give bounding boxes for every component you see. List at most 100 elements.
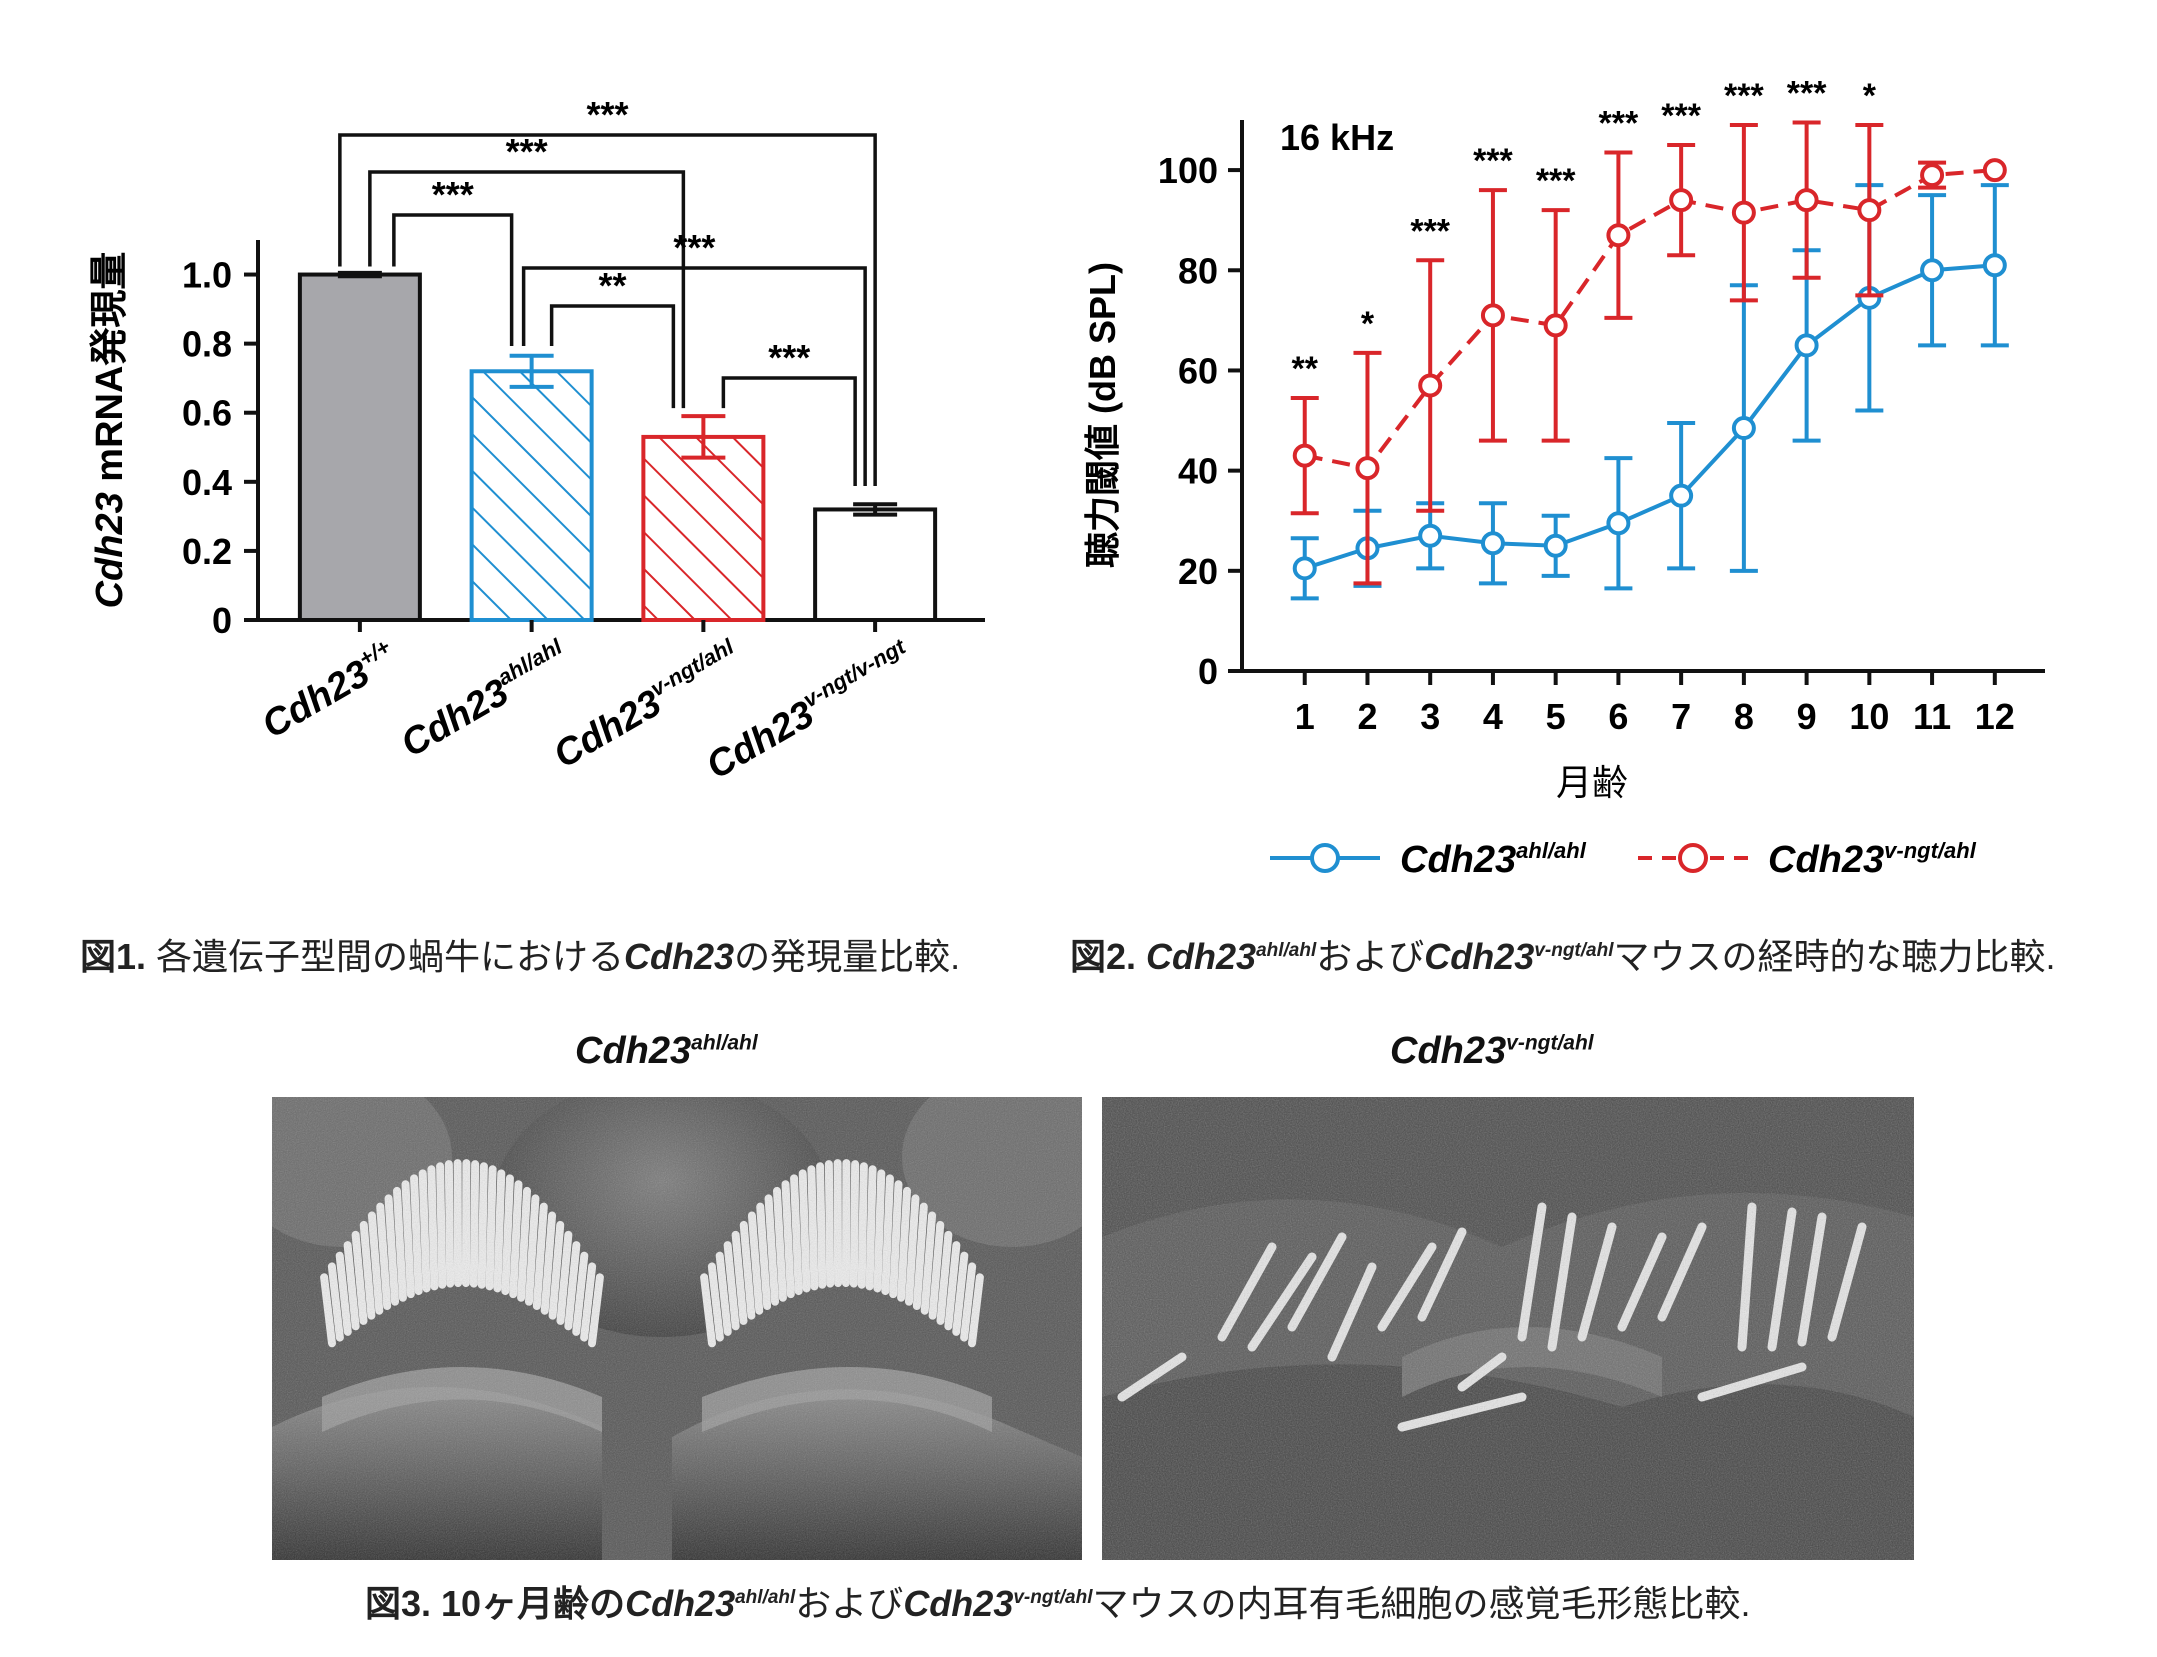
x-tick-label: 9 — [1797, 696, 1817, 737]
figure1-bars — [297, 270, 938, 623]
y-tick-label: 0.8 — [182, 324, 232, 365]
x-tick-label: 8 — [1734, 696, 1754, 737]
y-tick-label: 100 — [1158, 150, 1218, 191]
data-point — [1355, 456, 1380, 481]
x-tick-label: 3 — [1420, 696, 1440, 737]
data-point — [1731, 200, 1756, 225]
x-tick-label: 4 — [1483, 696, 1503, 737]
significance-label: *** — [1787, 75, 1827, 113]
x-tick-label: 7 — [1671, 696, 1691, 737]
y-tick-label: 0.6 — [182, 393, 232, 434]
significance-bracket — [521, 266, 867, 486]
x-tick-label: 10 — [1849, 696, 1889, 737]
y-tick-label: 1.0 — [182, 255, 232, 296]
figure3-right-title: Cdh23v-ngt/ahl — [1390, 1030, 1594, 1072]
sem-left-drawing — [272, 1097, 1082, 1560]
data-point — [1292, 443, 1317, 468]
significance-bracket — [368, 170, 686, 409]
data-point — [1669, 188, 1694, 213]
significance-bracket — [392, 213, 514, 346]
figure2-y-axis-label: 聴力閾値 (dB SPL) — [1082, 262, 1123, 568]
figure1-bar-chart: 00.20.40.60.81.0 ***************** Cdh23… — [89, 94, 985, 788]
series-line — [1304, 168, 1995, 471]
significance-label: ** — [598, 265, 626, 306]
significance-label: *** — [586, 94, 628, 135]
data-point — [1794, 188, 1819, 213]
data-point — [1480, 303, 1505, 328]
data-point — [1292, 556, 1317, 581]
x-tick-label: 11 — [1913, 696, 1951, 737]
significance-label: *** — [768, 337, 810, 378]
data-point — [1731, 416, 1756, 441]
figure1-significance: ***************** — [338, 94, 877, 486]
x-tick-label: 1 — [1295, 696, 1315, 737]
data-point — [1543, 533, 1568, 558]
data-point — [1982, 253, 2007, 278]
x-tick-label: 6 — [1608, 696, 1628, 737]
significance-label: *** — [1410, 212, 1450, 250]
significance-bracket — [721, 376, 857, 486]
x-tick-label: 5 — [1546, 696, 1566, 737]
significance-label: *** — [1599, 105, 1639, 143]
legend-label: Cdh23ahl/ahl — [1400, 838, 1587, 881]
significance-bracket — [338, 133, 877, 486]
significance-bracket — [549, 304, 676, 409]
y-tick-label: 0.2 — [182, 531, 232, 572]
data-point — [1669, 483, 1694, 508]
figure2-annotation: 16 kHz — [1280, 117, 1394, 158]
data-point — [1606, 223, 1631, 248]
data-point — [1857, 198, 1882, 223]
x-tick-label: 2 — [1357, 696, 1377, 737]
significance-label: *** — [1536, 162, 1576, 200]
data-point — [1920, 163, 1945, 188]
y-tick-label: 0 — [212, 600, 232, 641]
data-point — [1606, 511, 1631, 536]
significance-label: *** — [1661, 97, 1701, 135]
data-point — [1920, 258, 1945, 283]
figure3-caption: 図3. 10ヶ月齢のCdh23ahl/ahlおよびCdh23v-ngt/ahlマ… — [365, 1583, 1751, 1624]
legend-marker — [1310, 843, 1340, 873]
y-tick-label: 80 — [1178, 250, 1218, 291]
figure2-series — [1290, 120, 2009, 601]
data-point — [1543, 313, 1568, 338]
figure1-axes: 0 0.2 0.4 0.6 0.8 1.0 — [182, 240, 985, 641]
data-point — [1418, 373, 1443, 398]
legend-label: Cdh23v-ngt/ahl — [1768, 838, 1977, 881]
significance-label: *** — [506, 131, 548, 172]
figure1-y-axis-label: Cdh23 mRNA発現量 — [89, 252, 131, 609]
bar — [641, 434, 766, 622]
figure1-x-labels: Cdh23+/+Cdh23ahl/ahlCdh23v-ngt/ahlCdh23v… — [254, 620, 911, 788]
y-tick-label: 0.4 — [182, 462, 232, 503]
significance-label: *** — [1724, 77, 1764, 115]
bar — [813, 507, 938, 623]
figure3-right-sem-image — [1102, 1097, 1914, 1560]
data-point — [1982, 158, 2007, 183]
figure2-legend: Cdh23ahl/ahl Cdh23v-ngt/ahl — [1270, 838, 1977, 881]
figure1-caption: 図1. 各遺伝子型間の蝸牛におけるCdh23の発現量比較. — [80, 936, 961, 977]
x-tick-label: 12 — [1975, 696, 2015, 737]
significance-label: ** — [1292, 350, 1319, 388]
bar — [297, 272, 422, 622]
data-point — [1794, 333, 1819, 358]
significance-label: *** — [673, 227, 715, 268]
data-point — [1480, 531, 1505, 556]
significance-label: * — [1863, 77, 1877, 115]
figure3-left-sem-image — [272, 1097, 1082, 1560]
y-tick-label: 0 — [1198, 651, 1218, 692]
figure3-left-title: Cdh23ahl/ahl — [575, 1030, 758, 1072]
y-tick-label: 20 — [1178, 551, 1218, 592]
y-tick-label: 40 — [1178, 451, 1218, 492]
figure2-caption: 図2. Cdh23ahl/ahlおよびCdh23v-ngt/ahlマウスの経時的… — [1070, 936, 2056, 977]
y-tick-label: 60 — [1178, 350, 1218, 391]
bar — [469, 369, 594, 623]
legend-marker — [1678, 843, 1708, 873]
figure2-significance: *************** ****** *** * — [1292, 75, 1877, 389]
sem-right-drawing — [1102, 1097, 1914, 1560]
x-tick-label: Cdh23+/+ — [254, 634, 405, 747]
significance-label: *** — [1473, 142, 1513, 180]
significance-label: * — [1361, 305, 1375, 343]
data-point — [1418, 523, 1443, 548]
significance-label: *** — [432, 174, 474, 215]
